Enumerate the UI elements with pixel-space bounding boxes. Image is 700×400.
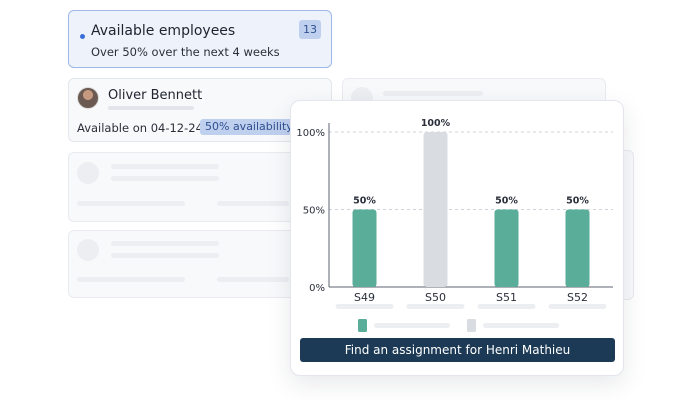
x-placeholder-line bbox=[406, 304, 465, 309]
skeleton-line bbox=[77, 201, 185, 206]
x-tick-label: S51 bbox=[496, 291, 517, 304]
y-tick-label: 100% bbox=[296, 128, 325, 139]
available-employees-subtitle: Over 50% over the next 4 weeks bbox=[91, 45, 280, 59]
bar-s50 bbox=[423, 132, 448, 287]
bar-value-label: 50% bbox=[495, 196, 518, 207]
skeleton-line bbox=[77, 277, 185, 282]
skeleton-line bbox=[217, 277, 289, 282]
x-tick-label: S49 bbox=[354, 291, 375, 304]
available-date: Available on 04-12-24 bbox=[77, 121, 203, 135]
availability-badge: 50% availability bbox=[200, 119, 298, 135]
bar-value-label: 50% bbox=[566, 196, 589, 207]
legend-placeholder-line bbox=[483, 323, 559, 328]
employee-name: Oliver Bennett bbox=[108, 88, 203, 103]
availability-chart-card: 0% 50% 100% 50% S49 100% S50 50% S51 50% S52 Find … bbox=[290, 100, 624, 376]
bar-s51 bbox=[494, 209, 519, 287]
avatar bbox=[77, 87, 99, 109]
bar-s49 bbox=[352, 209, 377, 287]
x-placeholder-line bbox=[548, 304, 607, 309]
skeleton-line bbox=[111, 241, 219, 246]
skeleton-avatar bbox=[77, 239, 99, 261]
x-tick-label: S52 bbox=[567, 291, 588, 304]
bar-value-label: 50% bbox=[353, 196, 376, 207]
y-tick-label: 0% bbox=[309, 283, 325, 294]
x-placeholder-line bbox=[477, 304, 536, 309]
employee-card[interactable]: Oliver Bennett Available on 04-12-24 50%… bbox=[68, 78, 332, 142]
legend-swatch bbox=[358, 319, 367, 332]
status-dot-icon bbox=[80, 34, 85, 39]
bar-value-label: 100% bbox=[421, 118, 451, 129]
legend-placeholder-line bbox=[374, 323, 450, 328]
skeleton-line bbox=[111, 164, 219, 169]
placeholder-line bbox=[108, 106, 194, 110]
availability-chart: 0% 50% 100% 50% S49 100% S50 50% S51 50% S52 bbox=[296, 118, 613, 332]
skeleton-card bbox=[68, 152, 332, 222]
x-placeholder-line bbox=[335, 304, 394, 309]
skeleton-card bbox=[68, 230, 332, 298]
skeleton-line bbox=[111, 176, 219, 181]
skeleton-card bbox=[624, 150, 634, 300]
x-tick-label: S50 bbox=[425, 291, 446, 304]
bar-s52 bbox=[565, 209, 590, 287]
skeleton-line bbox=[217, 201, 289, 206]
find-assignment-button[interactable]: Find an assignment for Henri Mathieu bbox=[300, 338, 615, 362]
legend-swatch bbox=[467, 319, 476, 332]
available-employees-title: Available employees bbox=[91, 23, 236, 39]
skeleton-avatar bbox=[77, 162, 99, 184]
available-employees-card[interactable]: Available employees Over 50% over the ne… bbox=[68, 10, 332, 68]
available-count-badge: 13 bbox=[299, 20, 321, 39]
skeleton-line bbox=[383, 91, 483, 96]
skeleton-line bbox=[111, 253, 219, 258]
y-tick-label: 50% bbox=[303, 206, 325, 217]
